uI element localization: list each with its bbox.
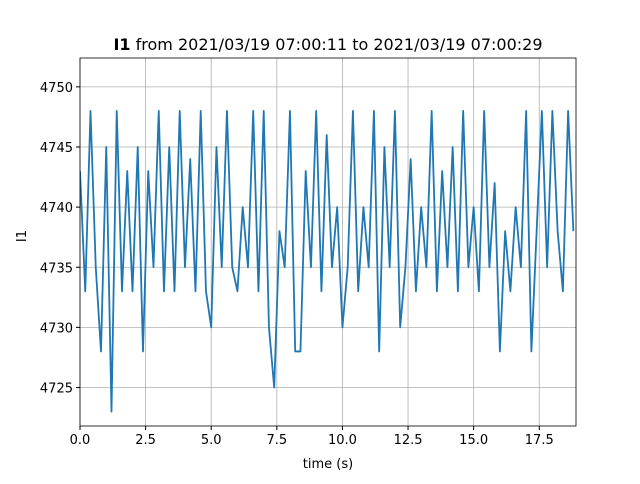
y-tick-label: 4745 [40,141,73,156]
y-tick-label: 4740 [40,201,73,216]
title-text: from 2021/03/19 07:00:11 to 2021/03/19 0… [136,35,543,54]
x-tick-label: 7.5 [266,433,287,448]
title-prefix: I1 [113,35,130,54]
chart-title: I1 from 2021/03/19 07:00:11 to 2021/03/1… [113,35,542,54]
x-tick-label: 17.5 [525,433,554,448]
x-tick-label: 2.5 [135,433,156,448]
x-tick-label: 12.5 [394,433,423,448]
y-tick-label: 4750 [40,81,73,96]
x-axis-label: time (s) [303,457,353,472]
data-line [80,110,575,413]
y-tick-label: 4735 [40,261,73,276]
plot-frame [79,57,577,427]
x-tick-label: 10.0 [328,433,357,448]
x-tick-label: 15.0 [459,433,488,448]
x-tick-label: 0.0 [70,433,91,448]
x-tick-label: 5.0 [201,433,222,448]
y-tick-label: 4725 [40,382,73,397]
y-axis-label: I1 [15,230,30,242]
y-tick-label: 4730 [40,321,73,336]
